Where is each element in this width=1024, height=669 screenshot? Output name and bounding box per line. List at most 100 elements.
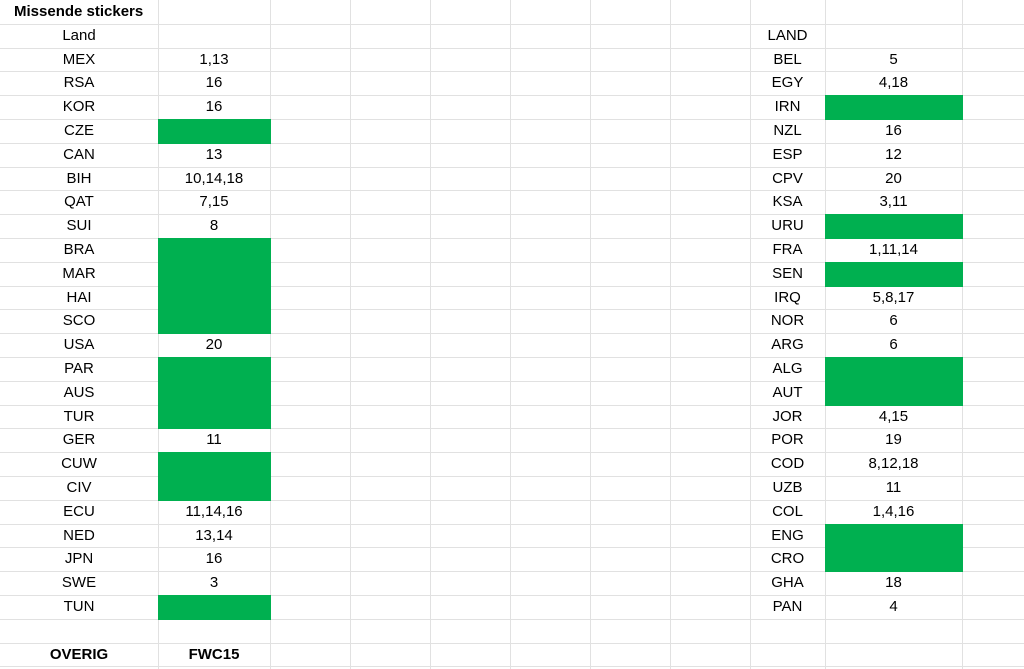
country-code: CZE: [64, 122, 94, 139]
grid-line: [0, 214, 1024, 216]
country-code: MAR: [62, 264, 96, 282]
missing-cell: [158, 285, 271, 311]
grid-line: [0, 47, 1024, 49]
sticker-numbers: 7,15: [199, 193, 229, 211]
country-code: BRA: [63, 241, 95, 258]
sheet-title: Missende stickers: [14, 3, 144, 20]
grid-line: [0, 666, 1024, 668]
country-code: HAI: [66, 288, 92, 306]
country-code: ARG: [771, 336, 804, 354]
country-code: JPN: [64, 550, 94, 568]
grid-line: [0, 238, 1024, 239]
country-code: KOR: [62, 98, 96, 116]
country-code: AUS: [63, 383, 95, 401]
missing-cell: [158, 261, 271, 287]
country-code: COD: [770, 455, 805, 473]
grid-line: [0, 476, 1024, 477]
grid-line: [510, 0, 511, 669]
country-code: SWE: [61, 574, 97, 592]
missing-cell: [158, 357, 271, 382]
sticker-numbers: 13,14: [195, 526, 233, 544]
sticker-numbers: 4: [889, 598, 898, 615]
grid-line: [0, 571, 1024, 573]
grid-line: [0, 357, 1024, 358]
country-code: NED: [63, 526, 95, 544]
country-code: CRO: [770, 550, 805, 568]
country-code: RSA: [63, 74, 95, 92]
sticker-numbers: 1,13: [199, 50, 229, 68]
grid-line: [0, 71, 1024, 73]
country-code: JOR: [772, 407, 803, 425]
country-code: SEN: [772, 264, 803, 282]
footer-code: FWC15: [188, 645, 240, 663]
grid-line: [0, 547, 1024, 549]
country-code: KSA: [772, 193, 803, 211]
missing-cell: [825, 214, 963, 239]
sticker-numbers: 20: [885, 169, 902, 187]
missing-cell: [158, 595, 271, 620]
country-code: PAR: [64, 360, 94, 377]
missing-cell: [825, 261, 963, 287]
grid-line: [0, 261, 1024, 263]
missing-cell: [825, 523, 963, 549]
country-code: BEL: [773, 50, 802, 68]
country-code: IRN: [774, 98, 801, 116]
country-code: EGY: [771, 74, 804, 92]
missing-cell: [158, 309, 271, 335]
sticker-numbers: 3: [209, 574, 219, 592]
grid-line: [0, 595, 1024, 596]
country-code: ESP: [772, 145, 803, 163]
country-code: TUN: [63, 598, 95, 615]
sticker-numbers: 11,14,16: [185, 502, 243, 520]
sticker-numbers: 19: [885, 431, 902, 449]
grid-line: [350, 0, 351, 669]
grid-line: [0, 119, 1024, 120]
sticker-numbers: 5,8,17: [872, 288, 915, 306]
sticker-numbers: 1,4,16: [872, 502, 915, 520]
missing-cell: [158, 452, 271, 477]
country-code: POR: [771, 431, 804, 449]
country-code: MEX: [62, 50, 96, 68]
missing-cell: [825, 95, 963, 120]
country-code: ENG: [771, 526, 804, 544]
column-header: LAND: [767, 26, 808, 44]
country-code: GER: [62, 431, 96, 449]
grid-line: [0, 333, 1024, 335]
missing-cell: [158, 238, 271, 263]
grid-line: [0, 166, 1024, 168]
country-code: COL: [772, 502, 803, 520]
grid-line: [0, 190, 1024, 192]
missing-cell: [158, 119, 271, 144]
missing-cell: [825, 380, 963, 406]
country-code: TUR: [63, 407, 95, 425]
country-code: FRA: [772, 241, 803, 258]
grid-line: [0, 380, 1024, 382]
column-header: Land: [62, 26, 96, 44]
sticker-numbers: 16: [885, 122, 902, 139]
country-code: CIV: [66, 479, 92, 496]
country-code: PAN: [772, 598, 803, 615]
grid-line: [0, 404, 1024, 406]
country-code: BIH: [66, 169, 92, 187]
sticker-numbers: 8: [209, 217, 219, 235]
sticker-numbers: 11: [206, 431, 222, 449]
sticker-numbers: 8,12,18: [868, 455, 919, 473]
grid-line: [0, 23, 1024, 25]
country-code: ALG: [772, 360, 803, 377]
missing-cell: [158, 476, 271, 501]
sticker-numbers: 18: [885, 574, 902, 592]
country-code: CUW: [61, 455, 97, 473]
sticker-numbers: 5: [889, 50, 898, 68]
sticker-numbers: 16: [205, 550, 223, 568]
sticker-numbers: 12: [885, 145, 902, 163]
country-code: UZB: [772, 479, 803, 496]
sticker-numbers: 3,11: [879, 193, 908, 211]
sticker-numbers: 20: [205, 336, 223, 354]
missing-cell: [158, 404, 271, 430]
grid-line: [0, 309, 1024, 311]
grid-line: [158, 0, 159, 669]
grid-line: [670, 0, 671, 669]
missing-cell: [158, 380, 271, 406]
grid-line: [430, 0, 431, 669]
